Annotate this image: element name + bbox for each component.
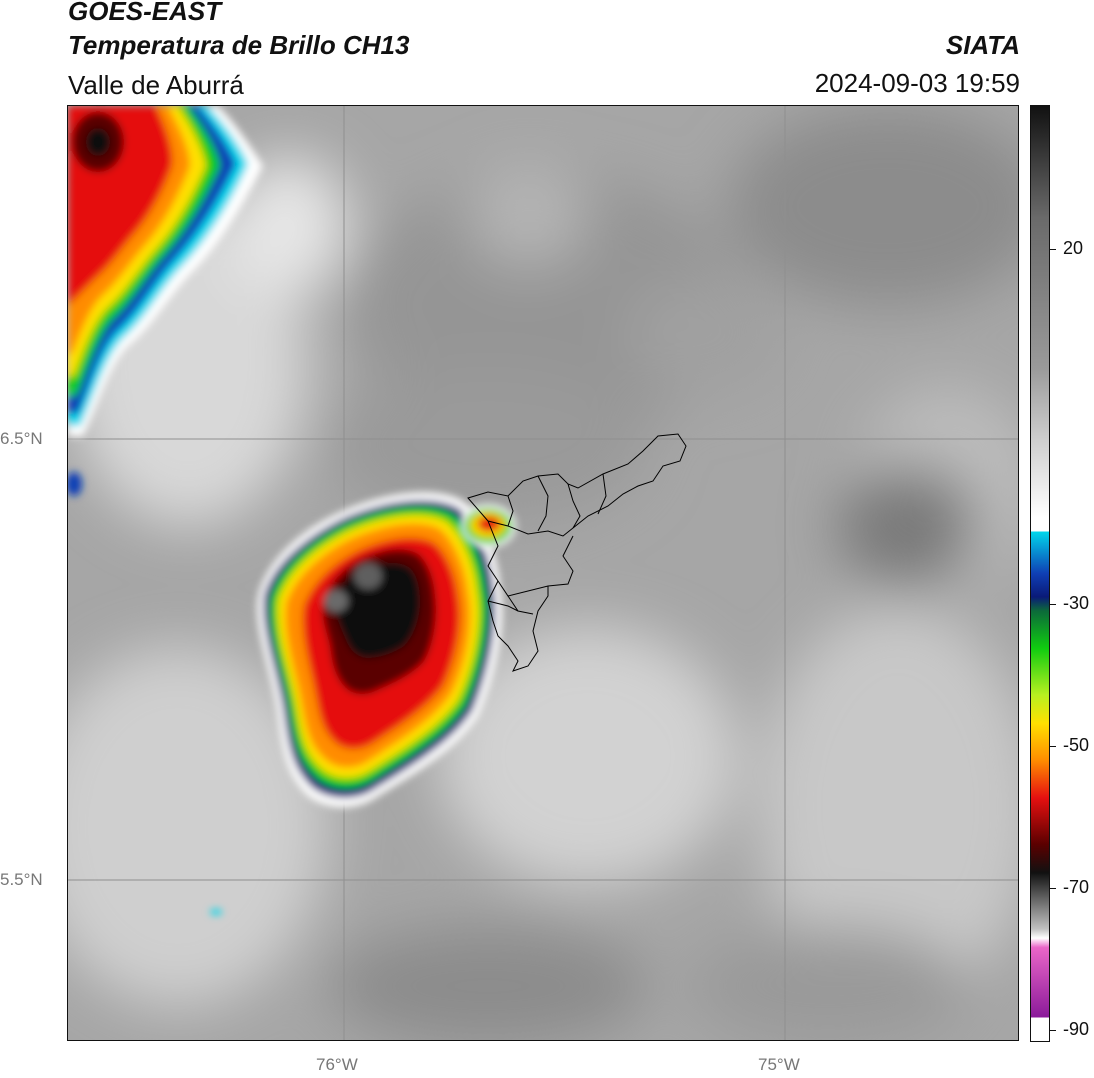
- satellite-map[interactable]: [67, 105, 1019, 1041]
- latitude-label-south: 5.5°N: [0, 870, 43, 889]
- latitude-label-north: 6.5°N: [0, 429, 43, 448]
- storm-cell-main: [257, 492, 503, 808]
- region-label: Valle de Aburrá: [68, 70, 244, 100]
- colorbar-tick: [1050, 746, 1056, 747]
- colorbar-tick: [1050, 604, 1056, 605]
- timestamp-label: 2024-09-03 19:59: [814, 68, 1020, 98]
- colorbar-label: 20: [1063, 238, 1084, 258]
- temperature-colorbar: [1030, 105, 1050, 1042]
- organization-label: SIATA: [945, 30, 1020, 60]
- product-title: Temperatura de Brillo CH13: [68, 30, 410, 60]
- colorbar-tick: [1050, 249, 1056, 250]
- colorbar-label: -70: [1063, 877, 1090, 897]
- colorbar-tick: [1050, 888, 1056, 889]
- cloud-texture: [68, 106, 1018, 1040]
- colorbar-label: -30: [1063, 593, 1090, 613]
- longitude-label-east: 75°W: [758, 1055, 800, 1074]
- storm-cell-northwest: [68, 106, 263, 915]
- map-canvas: [68, 106, 1018, 1040]
- colorbar-label: -50: [1063, 735, 1090, 755]
- municipality-outlines: [467, 433, 687, 672]
- colorbar-tick: [1050, 1030, 1056, 1031]
- longitude-label-west: 76°W: [316, 1055, 358, 1074]
- colorbar-label: -90: [1063, 1019, 1090, 1039]
- satellite-title: GOES-EAST: [68, 0, 222, 26]
